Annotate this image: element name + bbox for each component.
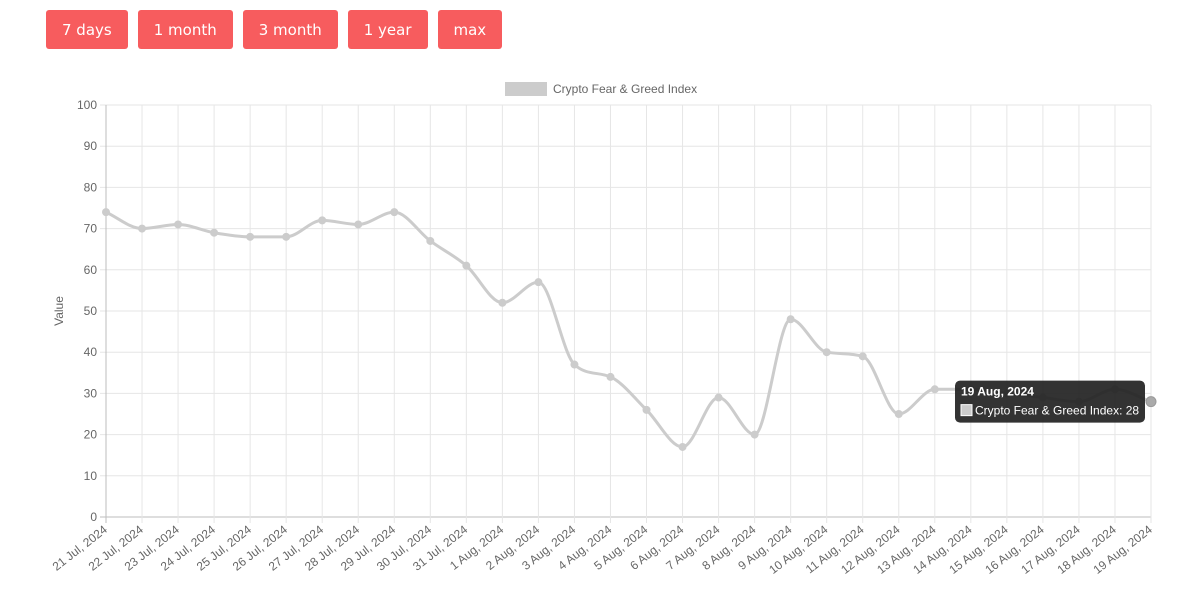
data-point[interactable] [390,208,399,217]
data-point[interactable] [1145,396,1157,408]
y-tick-label: 0 [90,510,97,524]
data-point[interactable] [858,352,867,361]
y-tick-label: 90 [84,139,98,153]
data-point[interactable] [462,261,471,270]
data-point[interactable] [894,410,903,418]
range-button-1-month[interactable]: 1 month [137,10,233,49]
y-tick-label: 60 [84,263,98,277]
legend[interactable]: Crypto Fear & Greed Index [505,82,697,96]
data-point[interactable] [426,236,435,245]
data-point[interactable] [246,232,255,241]
range-button-group: 7 days 1 month 3 month 1 year max [46,10,503,49]
range-button-3-month[interactable]: 3 month [242,10,338,49]
y-tick-label: 20 [84,428,98,442]
y-tick-label: 100 [77,98,97,112]
data-point[interactable] [678,442,687,451]
data-point[interactable] [318,216,327,225]
data-point[interactable] [498,298,507,307]
data-point[interactable] [786,315,795,324]
y-tick-label: 50 [84,304,98,318]
data-point[interactable] [138,224,147,233]
y-tick-label: 40 [84,345,98,359]
y-tick-label: 30 [84,386,98,400]
data-point[interactable] [822,348,831,357]
y-tick-label: 80 [84,180,98,194]
data-point[interactable] [714,393,723,402]
data-point[interactable] [570,360,579,369]
y-axis-title: Value [52,296,66,326]
tooltip-swatch [960,404,973,417]
range-button-1-year[interactable]: 1 year [347,10,428,49]
range-button-7-days[interactable]: 7 days [46,10,128,49]
tooltip-title: 19 Aug, 2024 [961,385,1034,399]
data-point[interactable] [642,405,651,414]
data-point[interactable] [750,430,759,439]
data-point[interactable] [210,228,219,237]
grid [100,104,1152,523]
data-point[interactable] [354,220,363,229]
y-tick-label: 10 [84,469,98,483]
tooltip-background [955,380,1145,423]
y-tick-label: 70 [84,222,98,236]
data-point[interactable] [282,232,291,241]
tooltip-body: Crypto Fear & Greed Index: 28 [975,404,1139,418]
range-button-max[interactable]: max [437,10,503,49]
data-point[interactable] [930,385,939,394]
data-point[interactable] [174,220,183,229]
data-point[interactable] [606,372,615,381]
legend-label: Crypto Fear & Greed Index [553,82,697,96]
legend-swatch [505,82,547,96]
data-point[interactable] [102,208,110,217]
data-point[interactable] [534,278,543,287]
tooltip: 19 Aug, 2024 Crypto Fear & Greed Index: … [955,380,1145,423]
